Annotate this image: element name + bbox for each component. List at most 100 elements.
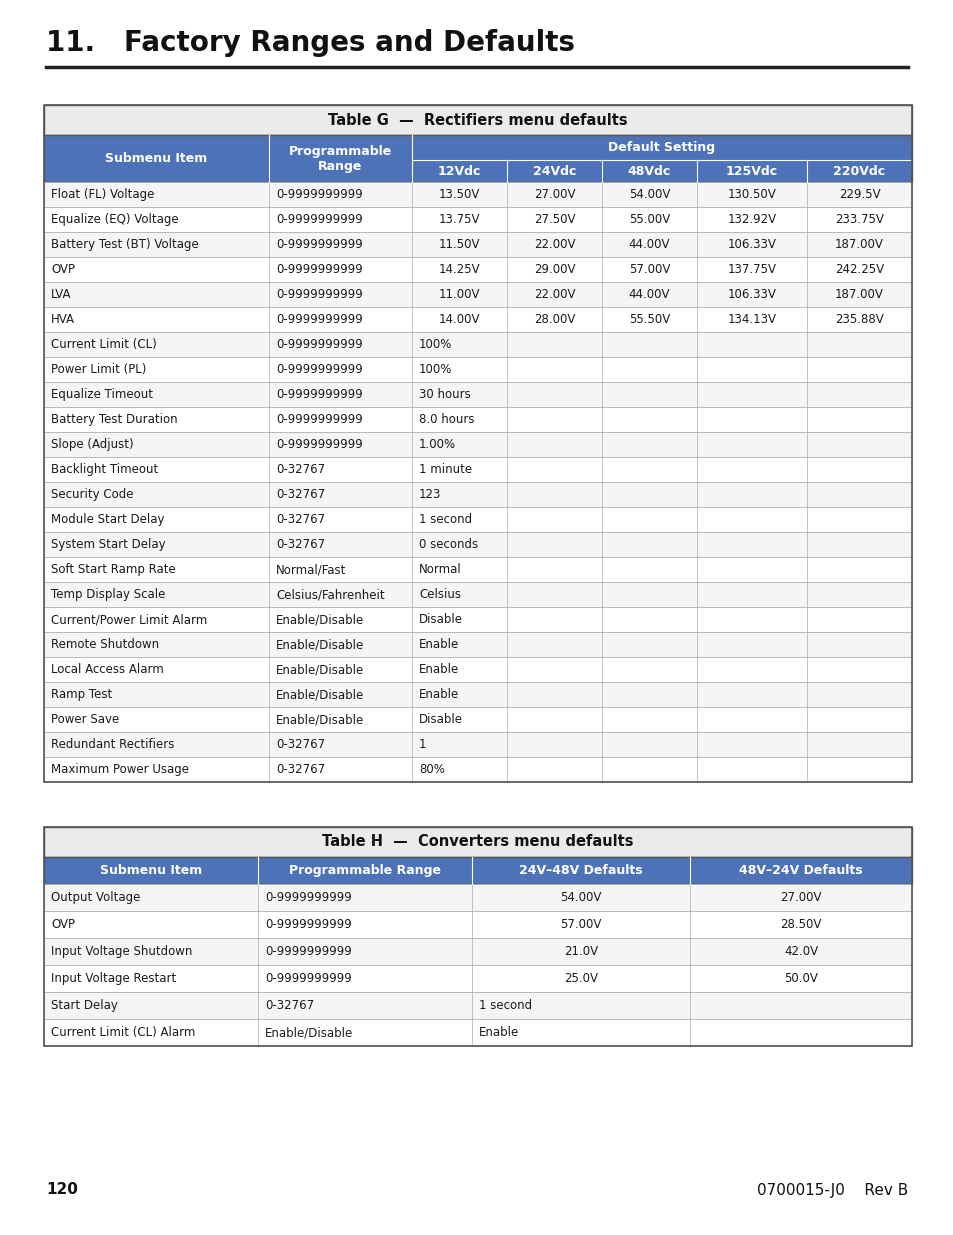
Text: Current Limit (CL) Alarm: Current Limit (CL) Alarm [51,1026,195,1039]
Text: Enable: Enable [418,638,458,651]
Bar [44,182,911,207]
Text: 0-9999999999: 0-9999999999 [275,212,362,226]
Text: Output Voltage: Output Voltage [51,890,140,904]
Text: Temp Display Scale: Temp Display Scale [51,588,165,601]
Bar [44,332,911,357]
Text: 54.00V: 54.00V [559,890,601,904]
Bar [44,457,911,482]
Text: Float (FL) Voltage: Float (FL) Voltage [51,188,154,201]
Text: 25.0V: 25.0V [563,972,598,986]
Bar [44,357,911,382]
Text: Disable: Disable [418,713,462,726]
Text: Module Start Delay: Module Start Delay [51,513,164,526]
Text: 106.33V: 106.33V [727,238,776,251]
Bar [44,105,911,135]
Text: 8.0 hours: 8.0 hours [418,412,474,426]
Text: 0-9999999999: 0-9999999999 [275,438,362,451]
Bar [44,257,911,282]
Bar [44,408,911,432]
Text: 0-9999999999: 0-9999999999 [275,363,362,375]
Text: 0-9999999999: 0-9999999999 [275,238,362,251]
Text: 57.00V: 57.00V [559,918,601,931]
Text: 57.00V: 57.00V [628,263,670,275]
Text: Enable/Disable: Enable/Disable [275,613,364,626]
Text: 132.92V: 132.92V [727,212,776,226]
Text: 14.00V: 14.00V [438,312,479,326]
Text: 0-9999999999: 0-9999999999 [275,338,362,351]
Bar [44,657,911,682]
Text: 21.0V: 21.0V [563,945,598,958]
Text: Backlight Timeout: Backlight Timeout [51,463,158,475]
Text: 120: 120 [46,1182,78,1198]
Bar [44,282,911,308]
Text: 1 minute: 1 minute [418,463,472,475]
Bar [44,827,911,1046]
Text: 14.25V: 14.25V [438,263,479,275]
Text: System Start Delay: System Start Delay [51,538,166,551]
Text: 55.00V: 55.00V [628,212,669,226]
Bar [44,232,911,257]
Text: 100%: 100% [418,338,452,351]
Text: 24Vdc: 24Vdc [533,164,576,178]
Text: 0 seconds: 0 seconds [418,538,477,551]
Text: Enable: Enable [418,663,458,676]
Text: OVP: OVP [51,918,75,931]
Text: Start Delay: Start Delay [51,999,118,1011]
Text: 125Vdc: 125Vdc [725,164,778,178]
Text: 0-32767: 0-32767 [275,513,325,526]
Bar [44,432,911,457]
Bar [44,884,911,911]
Bar [44,135,911,182]
Bar [44,965,911,992]
Text: 0-9999999999: 0-9999999999 [275,312,362,326]
Text: 100%: 100% [418,363,452,375]
Text: 1 second: 1 second [478,999,532,1011]
Text: 187.00V: 187.00V [834,288,883,301]
Text: 29.00V: 29.00V [533,263,575,275]
Text: 28.50V: 28.50V [780,918,821,931]
Text: 0-32767: 0-32767 [265,999,314,1011]
Bar [44,732,911,757]
Text: 48Vdc: 48Vdc [627,164,670,178]
Text: 28.00V: 28.00V [534,312,575,326]
Text: 42.0V: 42.0V [783,945,818,958]
Text: Local Access Alarm: Local Access Alarm [51,663,164,676]
Bar [44,757,911,782]
Text: Enable/Disable: Enable/Disable [275,713,364,726]
Text: Current Limit (CL): Current Limit (CL) [51,338,156,351]
Text: Normal/Fast: Normal/Fast [275,563,346,576]
Text: 134.13V: 134.13V [727,312,776,326]
Text: Programmable
Range: Programmable Range [289,144,392,173]
Bar [44,482,911,508]
Text: 0-32767: 0-32767 [275,763,325,776]
Text: 0-9999999999: 0-9999999999 [265,945,352,958]
Text: 0-32767: 0-32767 [275,488,325,501]
Text: 44.00V: 44.00V [628,238,670,251]
Bar [44,632,911,657]
Bar [44,1019,911,1046]
Text: 0-32767: 0-32767 [275,739,325,751]
Bar [44,827,911,857]
Text: 50.0V: 50.0V [783,972,817,986]
Text: 106.33V: 106.33V [727,288,776,301]
Text: 1: 1 [418,739,426,751]
Text: Submenu Item: Submenu Item [100,864,202,877]
Text: HVA: HVA [51,312,75,326]
Bar [44,992,911,1019]
Bar [44,557,911,582]
Text: 233.75V: 233.75V [834,212,883,226]
Text: 55.50V: 55.50V [628,312,669,326]
Text: Disable: Disable [418,613,462,626]
Text: 54.00V: 54.00V [628,188,670,201]
Text: 11.   Factory Ranges and Defaults: 11. Factory Ranges and Defaults [46,28,575,57]
Text: 11.50V: 11.50V [438,238,479,251]
Text: 13.75V: 13.75V [438,212,479,226]
Text: Normal: Normal [418,563,461,576]
Text: 0-9999999999: 0-9999999999 [265,890,352,904]
Bar [44,532,911,557]
Text: Equalize (EQ) Voltage: Equalize (EQ) Voltage [51,212,178,226]
Bar [44,207,911,232]
Text: 27.50V: 27.50V [533,212,575,226]
Text: Enable/Disable: Enable/Disable [275,663,364,676]
Text: 220Vdc: 220Vdc [833,164,884,178]
